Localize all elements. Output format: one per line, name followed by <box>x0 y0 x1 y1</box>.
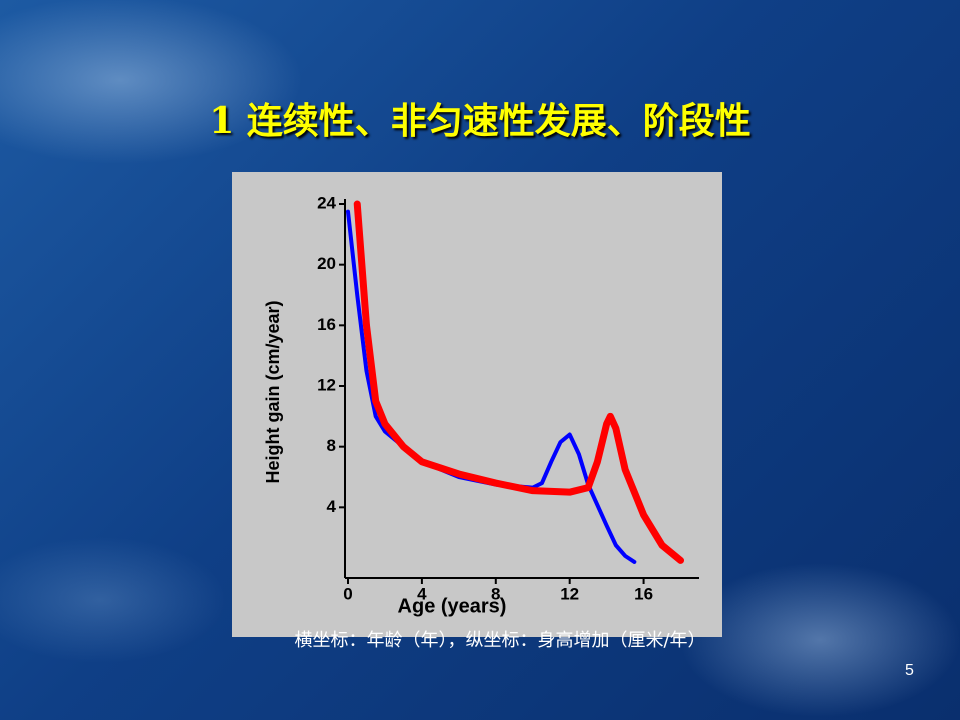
y-tick-label: 24 <box>317 193 336 212</box>
x-tick-label: 16 <box>634 584 653 603</box>
caption: 横坐标：年龄（年），纵坐标：身高增加（厘米/年） <box>294 630 706 651</box>
page-number: 5 <box>905 662 914 679</box>
y-tick-label: 4 <box>327 497 337 516</box>
y-tick-label: 16 <box>317 315 336 334</box>
x-tick-label: 12 <box>560 584 579 603</box>
x-tick-label: 0 <box>343 584 352 603</box>
y-tick-label: 12 <box>317 375 336 394</box>
slide-title: 1 连续性、非匀速性发展、阶段性 <box>209 100 751 142</box>
y-axis-label: Height gain (cm/year) <box>263 300 283 483</box>
x-tick-label: 8 <box>491 584 500 603</box>
chart: Age (years) Height gain (cm/year) 4 8 12 16… <box>232 172 722 637</box>
x-axis-label: Age (years) <box>398 595 507 617</box>
y-tick-label: 8 <box>327 436 336 455</box>
line <box>353 200 685 564</box>
y-tick-label: 20 <box>317 254 336 273</box>
x-tick-label: 4 <box>417 584 427 603</box>
chart-panel <box>232 172 722 637</box>
line <box>346 209 637 564</box>
